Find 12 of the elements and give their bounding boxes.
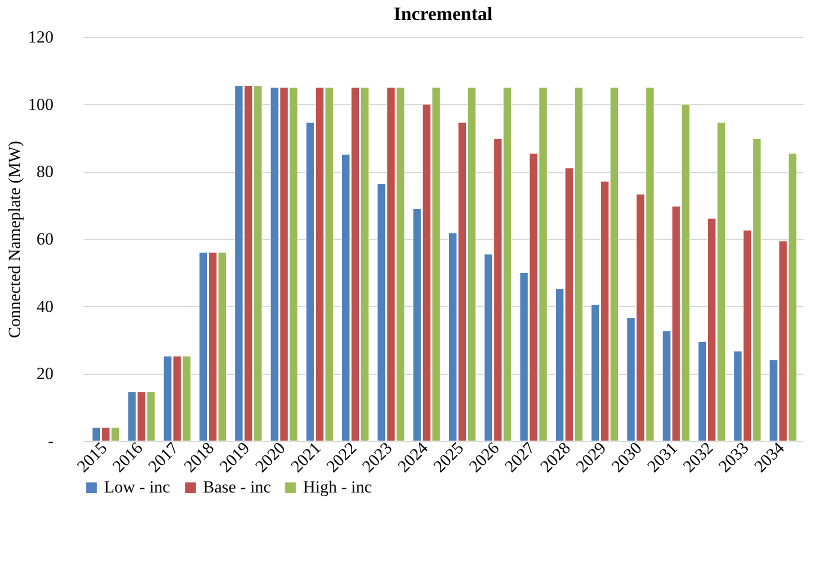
y-tick-label: 60 — [36, 230, 54, 248]
y-tick-label: - — [48, 432, 54, 450]
y-tick-label: 100 — [28, 94, 54, 114]
legend-label: High - inc — [303, 478, 372, 497]
y-axis-title: Connected Nameplate (MW) — [5, 140, 24, 338]
legend-label: Base - inc — [203, 478, 272, 497]
y-tick-label: 120 — [28, 28, 54, 46]
y-tick-label: 40 — [36, 296, 54, 316]
legend-label: Low - inc — [104, 478, 171, 497]
y-tick-label: 20 — [36, 364, 54, 384]
chart-title: Incremental — [394, 4, 492, 25]
y-tick-label: 80 — [36, 162, 54, 182]
